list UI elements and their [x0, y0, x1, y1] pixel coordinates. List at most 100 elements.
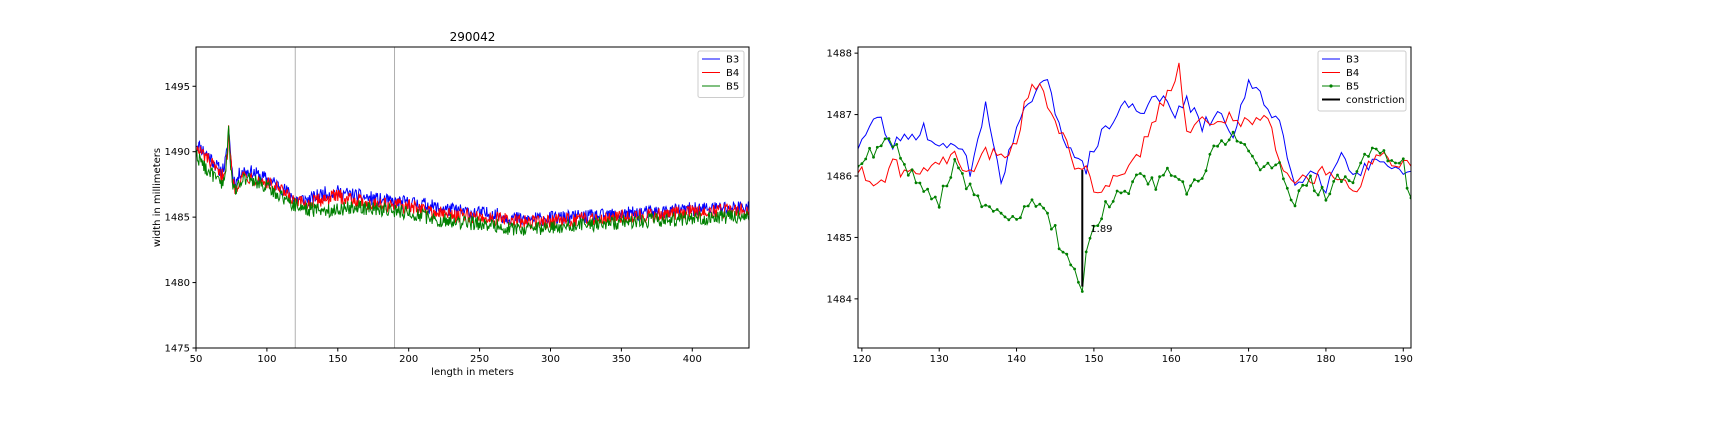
- series-point-b5: [1216, 144, 1219, 148]
- x-tick-label: 180: [1316, 354, 1335, 365]
- y-tick-label: 1485: [165, 213, 190, 224]
- series-point-b5: [1351, 181, 1355, 185]
- series-point-b5: [1046, 211, 1049, 215]
- series-point-b5: [1088, 236, 1092, 240]
- series-point-b5: [933, 195, 937, 199]
- series-point-b5: [961, 172, 964, 175]
- y-tick-label: 1495: [165, 82, 190, 93]
- y-axis-label: width in millimeters: [152, 148, 163, 247]
- y-tick-label: 1485: [827, 233, 852, 244]
- legend-marker: [1329, 84, 1333, 88]
- series-point-b5: [972, 193, 976, 197]
- series-point-b5: [1343, 175, 1347, 179]
- series-point-b5: [1258, 168, 1262, 172]
- series-point-b5: [1108, 205, 1111, 209]
- plot-frame: [857, 46, 1412, 349]
- series-point-b5: [1115, 189, 1119, 193]
- series-point-b5: [1080, 290, 1084, 293]
- series-point-b5: [976, 194, 980, 198]
- series-point-b5: [1251, 154, 1254, 158]
- series-point-b5: [1119, 191, 1123, 195]
- series-point-b5: [1022, 205, 1026, 208]
- x-tick-label: 140: [1007, 354, 1026, 365]
- series-point-b5: [1057, 247, 1061, 251]
- series-point-b5: [883, 137, 887, 141]
- y-tick-label: 1486: [827, 172, 852, 183]
- x-tick-label: 400: [683, 354, 702, 365]
- series-point-b5: [980, 205, 984, 209]
- legend: B3 B4 B5: [697, 50, 745, 98]
- x-tick-label: 100: [257, 354, 276, 365]
- series-point-b5: [1285, 186, 1289, 190]
- series-point-b5: [1015, 218, 1018, 221]
- x-axis-label: length in meters: [431, 367, 514, 378]
- series-point-b5: [887, 137, 891, 141]
- series-point-b5: [1042, 206, 1045, 210]
- series-point-b5: [1100, 217, 1103, 221]
- series-point-b5: [1212, 144, 1216, 148]
- series-point-b5: [910, 168, 914, 172]
- series-point-b5: [875, 145, 879, 149]
- series-point-b5: [1142, 174, 1146, 178]
- x-tick-label: 170: [1239, 354, 1258, 365]
- series-point-b5: [1247, 149, 1250, 153]
- series-point-b5: [1003, 215, 1007, 219]
- series-point-b5: [1169, 174, 1173, 177]
- series-point-b5: [957, 166, 960, 170]
- series-point-b5: [1320, 185, 1324, 189]
- constriction-marker: 1.89: [1081, 169, 1113, 287]
- series-point-b5: [1224, 143, 1227, 146]
- series-point-b5: [1069, 263, 1073, 267]
- legend-label-b3: B3: [1346, 55, 1359, 66]
- series-point-b5: [1398, 161, 1401, 165]
- series-point-b5: [1355, 170, 1359, 173]
- series-point-b5: [1158, 175, 1161, 179]
- series-point-b5: [1007, 218, 1011, 222]
- series-point-b5: [1038, 202, 1042, 206]
- x-tick-label: 160: [1162, 354, 1181, 365]
- series-point-b5: [1220, 139, 1223, 143]
- series-point-b5: [872, 155, 875, 159]
- series-point-b5: [1309, 174, 1312, 178]
- series-point-b5: [1138, 172, 1142, 175]
- series-point-b5: [1401, 157, 1405, 161]
- legend-label-constriction: constriction: [1346, 95, 1405, 106]
- series-point-b5: [1077, 280, 1080, 284]
- x-tick-label: 250: [470, 354, 489, 365]
- series-point-b5: [903, 163, 906, 166]
- series-point-b5: [1131, 180, 1134, 184]
- series-point-b5: [1282, 177, 1285, 181]
- series-point-b5: [1262, 165, 1266, 169]
- y-tick-label: 1487: [827, 110, 852, 121]
- series-point-b5: [1146, 182, 1150, 186]
- y-tick-label: 1490: [165, 147, 190, 158]
- left-chart: 50 100 150 200 250 300 350 400 1475 1480 1485 1490…: [152, 30, 750, 378]
- series-point-b5: [1305, 184, 1308, 187]
- series-point-b5: [1378, 151, 1382, 155]
- series-point-b5: [1196, 179, 1200, 183]
- series-point-b5: [991, 209, 995, 213]
- series-point-b5: [1135, 173, 1138, 177]
- x-tick-label: 200: [399, 354, 418, 365]
- series-point-b5: [1243, 143, 1247, 146]
- y-tick-label: 1488: [827, 49, 852, 60]
- series-point-b5: [1297, 189, 1301, 193]
- series-point-b5: [1177, 178, 1181, 181]
- series-point-b5: [868, 146, 871, 150]
- x-tick-label: 190: [1394, 354, 1413, 365]
- series-point-b5: [1367, 155, 1370, 158]
- series-lines: [196, 125, 749, 236]
- x-tick-label: 130: [930, 354, 949, 365]
- legend-label-b3: B3: [726, 55, 739, 66]
- series-point-b5: [1382, 149, 1386, 152]
- series-point-b5: [1394, 161, 1397, 165]
- y-tick-label: 1475: [165, 344, 190, 355]
- series-point-b5: [922, 190, 926, 193]
- series-point-b5: [926, 187, 929, 191]
- series-point-b5: [1386, 159, 1390, 163]
- legend-label-b5: B5: [1346, 82, 1359, 93]
- series-point-b5: [1061, 250, 1065, 254]
- series-point-b5: [1053, 224, 1057, 227]
